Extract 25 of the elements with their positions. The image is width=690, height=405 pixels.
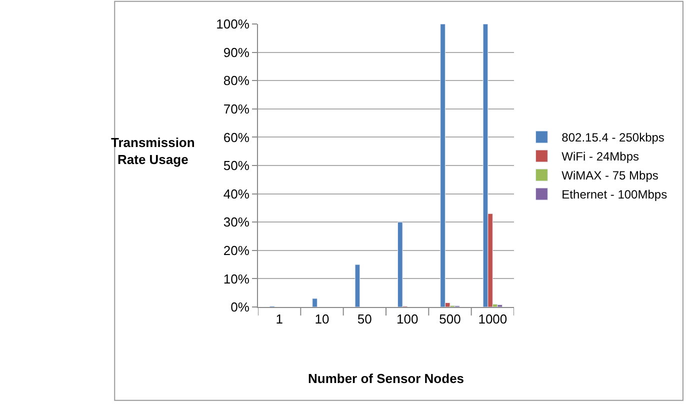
y-tick-label: 70%	[223, 101, 250, 116]
legend-label: WiFi - 24Mbps	[562, 150, 640, 164]
y-tick-label: 40%	[223, 186, 250, 202]
y-tick-label: 0%	[230, 300, 250, 315]
y-tick-label: 100%	[216, 16, 250, 32]
y-axis-title: Transmission Rate Usage	[111, 135, 195, 167]
y-tick-label: 50%	[223, 158, 250, 174]
x-tick-label: 1000	[478, 312, 508, 327]
legend-label: 802.15.4 - 250kbps	[562, 130, 664, 145]
x-tick-label: 1	[276, 312, 283, 327]
y-tick-label: 10%	[223, 271, 250, 286]
legend-label: Ethernet - 100Mbps	[562, 188, 668, 202]
y-tick-label: 80%	[223, 73, 250, 88]
x-axis-title: Number of Sensor Nodes	[308, 371, 464, 386]
bar	[354, 264, 360, 307]
bar	[312, 298, 318, 307]
y-tick-label: 90%	[223, 44, 250, 60]
x-tick-label: 500	[439, 312, 461, 327]
legend-label: WiMAX - 75 Mbps	[562, 168, 658, 183]
x-tick-label: 50	[357, 312, 372, 327]
x-tick-label: 10	[314, 312, 330, 327]
y-tick-label: 60%	[223, 130, 250, 145]
y-tick-label: 30%	[223, 214, 250, 230]
x-tick-label: 100	[396, 312, 418, 327]
y-tick-label: 20%	[223, 242, 250, 258]
